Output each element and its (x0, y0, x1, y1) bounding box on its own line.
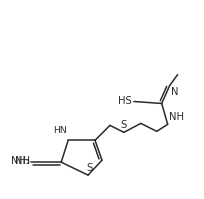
Text: NH: NH (15, 156, 30, 166)
Text: S: S (86, 163, 92, 173)
Text: NH: NH (169, 112, 184, 122)
Text: S: S (121, 120, 127, 130)
Text: NH₂: NH₂ (11, 156, 30, 166)
Text: N: N (171, 87, 178, 97)
Text: HN: HN (53, 126, 67, 135)
Text: HS: HS (118, 96, 132, 106)
